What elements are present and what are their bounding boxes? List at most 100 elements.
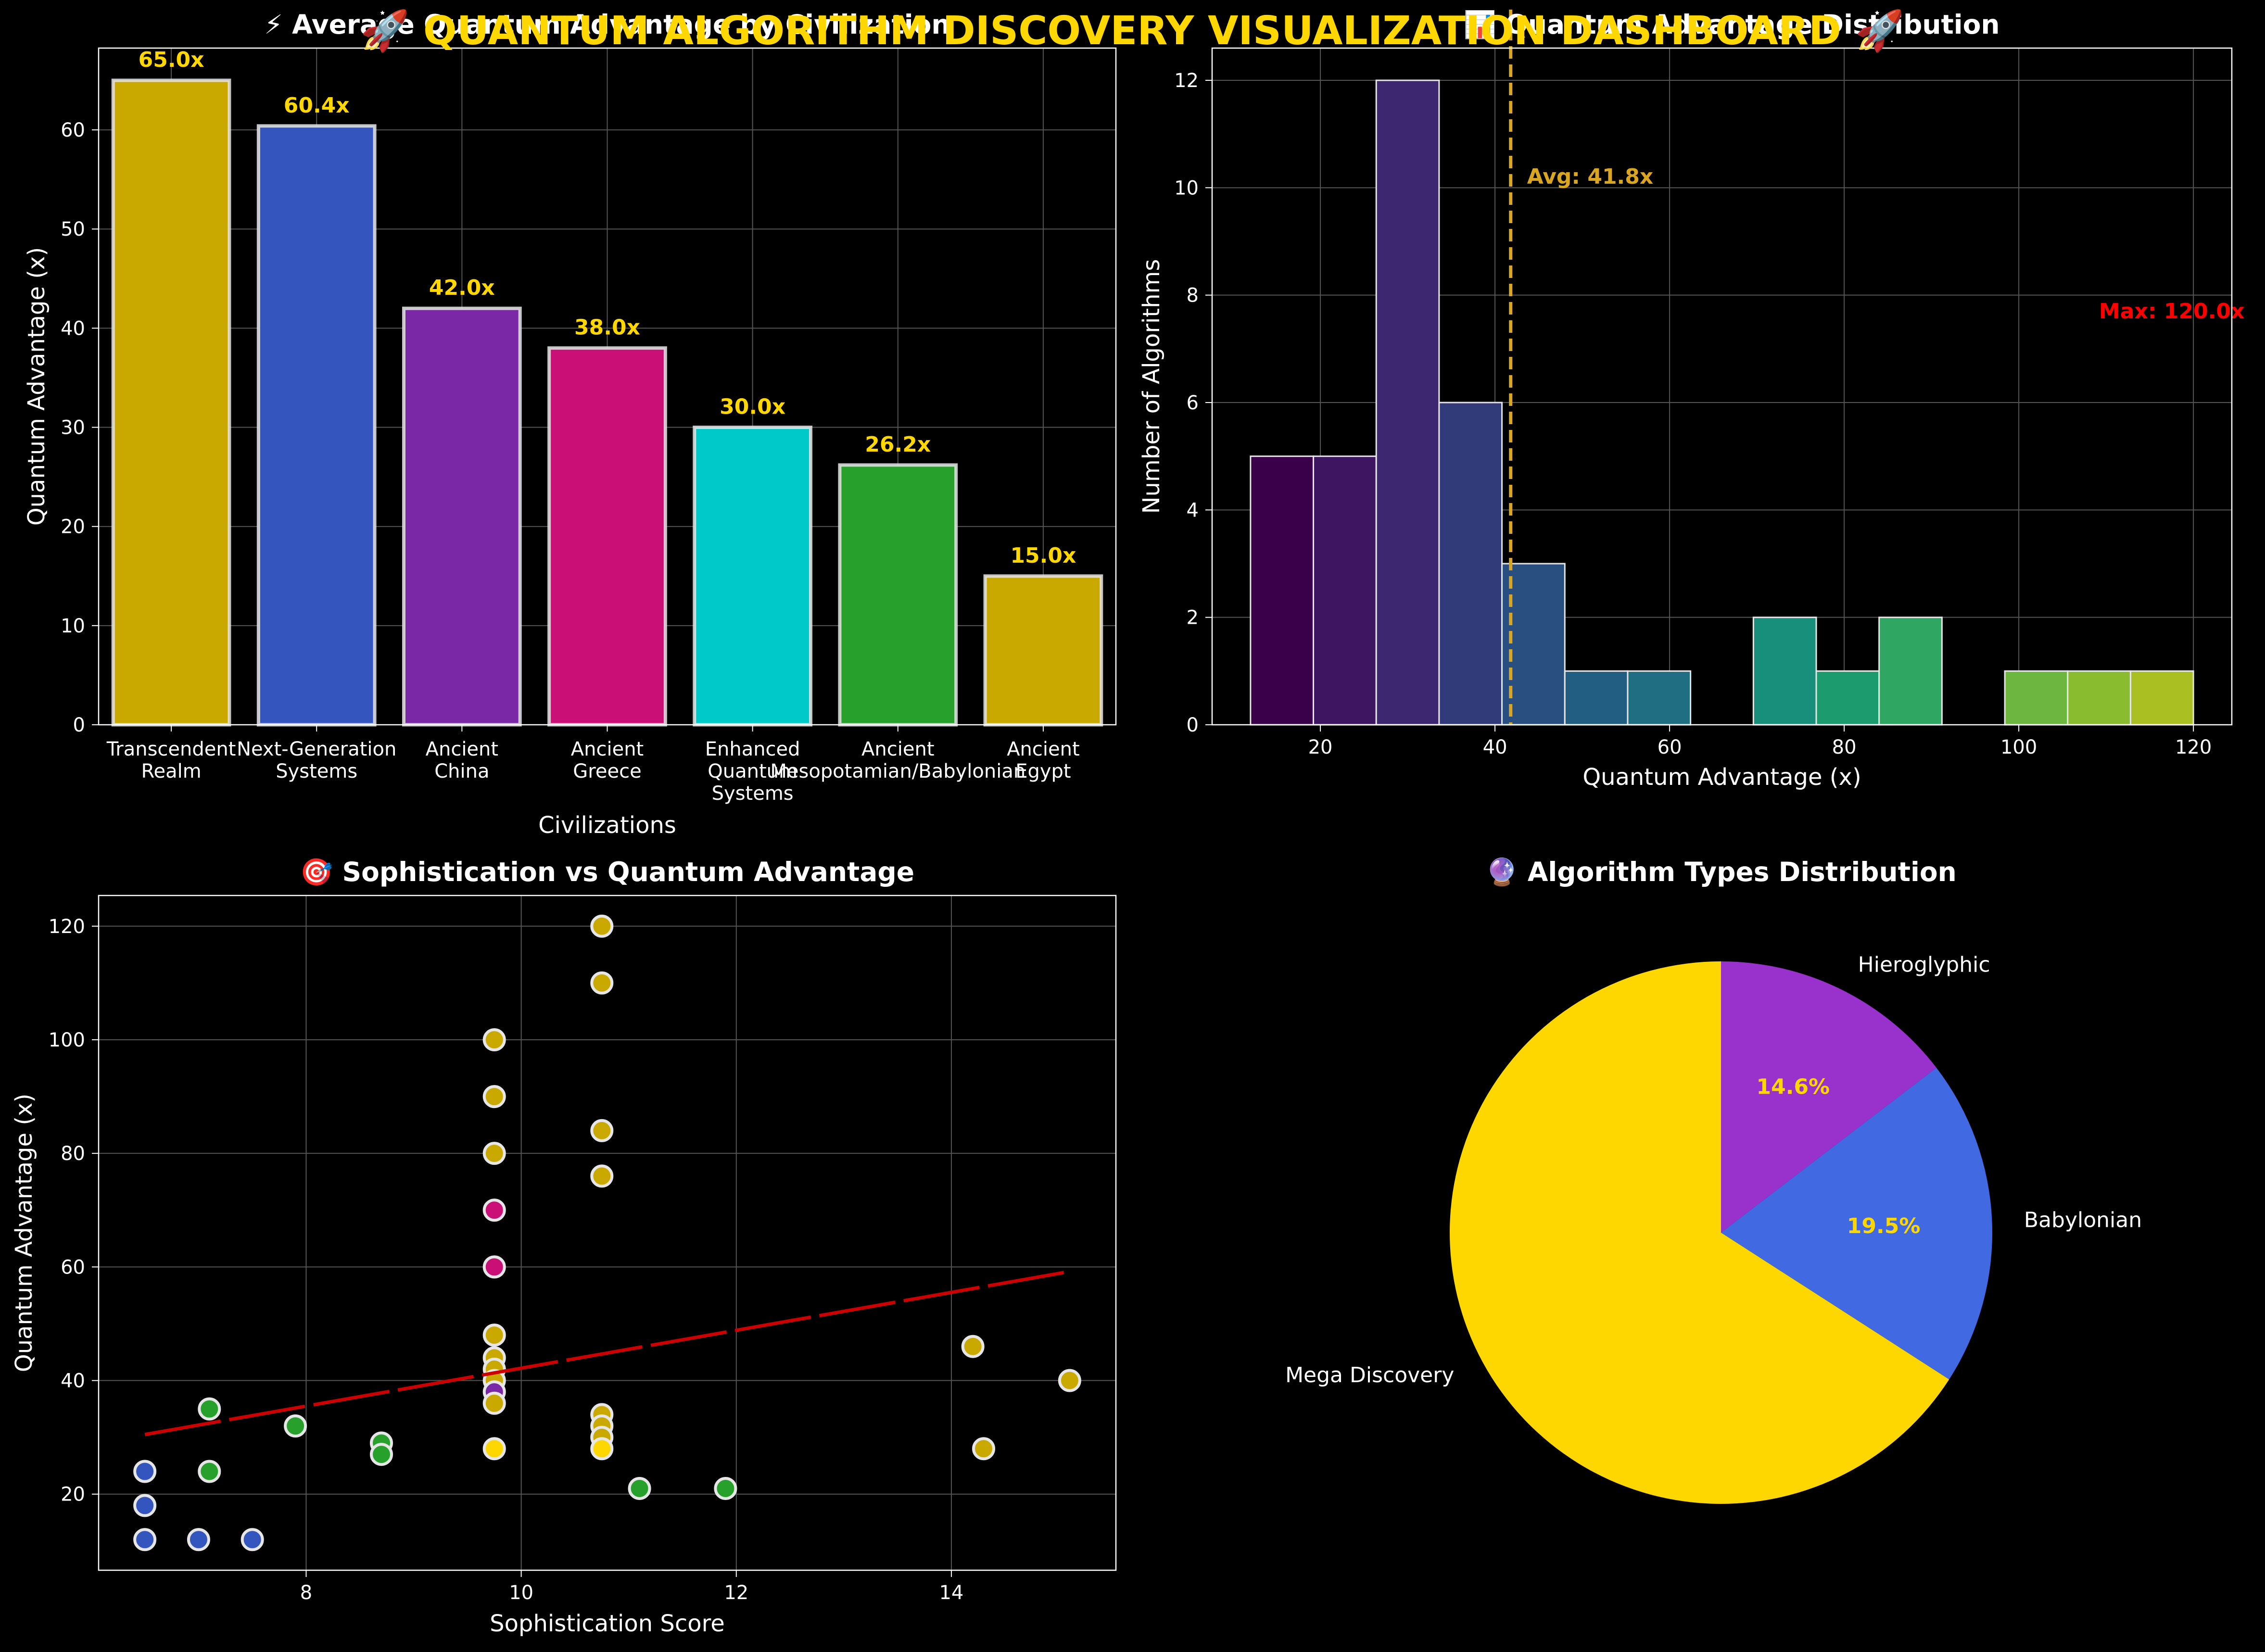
hist-bin-2 [1375, 79, 1440, 726]
hist-ytick-label: 2 [1187, 607, 1199, 629]
bar-ytick-label: 50 [61, 218, 85, 240]
scatter-point-5 [198, 1397, 221, 1421]
hist-xtick-label: 100 [2000, 736, 2037, 758]
scatter-point-17 [482, 1324, 506, 1347]
hist-bin-5 [1564, 670, 1629, 726]
scatter-point-24 [590, 914, 614, 938]
scatter-xlabel: Sophistication Score [490, 1610, 725, 1637]
scatter-xtick-label: 12 [724, 1582, 748, 1604]
bar-0 [111, 78, 231, 727]
scatter-point-26 [590, 1119, 614, 1142]
bar-value-label: 26.2x [865, 432, 931, 457]
pie-slice-label: Mega Discovery [1285, 1363, 1454, 1387]
scatter-point-0 [133, 1460, 157, 1483]
pie-slice-0 [1721, 961, 1936, 1233]
scatter-point-16 [482, 1255, 506, 1279]
pie-title: 🔮 Algorithm Types Distribution [1485, 857, 1957, 887]
pie-slice-1 [1721, 1068, 1992, 1380]
hist-bin-4 [1501, 563, 1566, 726]
bar-1 [256, 124, 377, 727]
scatter-point-1 [133, 1494, 157, 1517]
scatter-ylabel: Quantum Advantage (x) [11, 1094, 38, 1372]
scatter-ytick-label: 120 [49, 916, 85, 938]
scatter-point-12 [482, 1028, 506, 1051]
hist-title: 📊 Quantum Advantage Distribution [1463, 9, 1999, 40]
hist-ytick-label: 12 [1174, 70, 1199, 92]
scatter-point-10 [628, 1476, 651, 1500]
scatter-point-23 [482, 1437, 506, 1461]
scatter-point-15 [482, 1198, 506, 1222]
pie-percent-label: 14.6% [1757, 1075, 1830, 1099]
hist-bin-1 [1313, 455, 1377, 726]
scatter-point-11 [714, 1476, 737, 1500]
bar-axes-frame [98, 47, 1117, 726]
scatter-point-6 [198, 1460, 221, 1483]
scatter-point-25 [590, 971, 614, 995]
scatter-point-27 [590, 1164, 614, 1188]
bar-ytick-label: 10 [61, 615, 85, 637]
pie-percent-label: 19.5% [1847, 1214, 1921, 1238]
bar-category-label: Ancient [861, 738, 934, 760]
scatter-chart-panel: 20 40 60 80 100 120 8 10 12 14 🎯 Sophistication vs… [11, 857, 1117, 1637]
bar-category-label: Ancient [426, 738, 498, 760]
hist-ytick-label: 10 [1174, 177, 1199, 199]
bar-ytick-label: 0 [73, 714, 85, 736]
scatter-xtick-label: 10 [509, 1582, 533, 1604]
scatter-xtick-label: 8 [300, 1582, 312, 1604]
hist-bin-13 [2067, 670, 2131, 726]
scatter-point-13 [482, 1085, 506, 1109]
scatter-point-3 [187, 1528, 210, 1551]
scatter-point-31 [590, 1437, 614, 1461]
bar-category-label: Ancient [1007, 738, 1079, 760]
pie-slice-label: Babylonian [2024, 1208, 2142, 1233]
scatter-point-4 [240, 1528, 264, 1551]
dashboard-title: 🚀 QUANTUM ALGORITHM DISCOVERY VISUALIZAT… [360, 8, 1904, 54]
hist-bin-3 [1438, 402, 1503, 726]
scatter-ytick-label: 80 [61, 1143, 85, 1165]
scatter-xtick-label: 14 [939, 1582, 963, 1604]
bar-category-label: Mesopotamian/Babylonian [770, 760, 1025, 782]
bar-title: ⚡ Average Quantum Advantage by Civilizat… [264, 9, 950, 40]
bar-value-label: 38.0x [574, 315, 640, 340]
bar-value-label: 60.4x [284, 93, 350, 118]
scatter-point-34 [1058, 1369, 1081, 1392]
scatter-point-14 [482, 1142, 506, 1165]
scatter-ytick-label: 20 [61, 1484, 85, 1506]
scatter-point-2 [133, 1528, 157, 1551]
hist-bin-12 [2004, 670, 2069, 726]
hist-xtick-label: 40 [1483, 736, 1507, 758]
bar-category-label: Transcendent [106, 738, 236, 760]
bar-ytick-label: 20 [61, 516, 85, 538]
hist-bin-6 [1627, 670, 1692, 726]
hist-bin-8 [1752, 617, 1817, 726]
hist-average-label: Avg: 41.8x [1527, 164, 1654, 189]
bar-category-label: Egypt [1015, 760, 1071, 782]
bar-ytick-label: 40 [61, 317, 85, 340]
scatter-point-32 [961, 1335, 985, 1358]
scatter-ytick-label: 100 [49, 1029, 85, 1051]
bar-5 [838, 463, 958, 727]
bar-value-label: 30.0x [720, 395, 785, 419]
pie-slice-label: Hieroglyphic [1858, 953, 1990, 977]
bar-3 [547, 346, 667, 727]
scatter-ytick-label: 60 [61, 1256, 85, 1278]
bar-ytick-label: 30 [61, 417, 85, 439]
hist-xtick-label: 80 [1832, 736, 1857, 758]
scatter-point-9 [369, 1443, 393, 1466]
bar-2 [402, 306, 522, 727]
scatter-title: 🎯 Sophistication vs Quantum Advantage [300, 857, 914, 887]
pie-chart-panel: Hieroglyphic 14.6% Babylonian 19.5% Mega Dis… [1285, 857, 2142, 1504]
hist-bin-10 [1878, 617, 1943, 726]
bar-category-label: Enhanced [705, 738, 800, 760]
bar-category-label: Quantum [708, 760, 797, 782]
scatter-point-7 [284, 1414, 307, 1438]
bar-category-label: Systems [712, 782, 794, 805]
hist-bin-9 [1815, 670, 1880, 726]
scatter-point-33 [972, 1437, 996, 1461]
hist-ytick-label: 8 [1187, 285, 1199, 307]
bar-category-label: Next-Generation [237, 738, 396, 760]
hist-ytick-label: 4 [1187, 499, 1199, 521]
hist-xtick-label: 20 [1308, 736, 1333, 758]
